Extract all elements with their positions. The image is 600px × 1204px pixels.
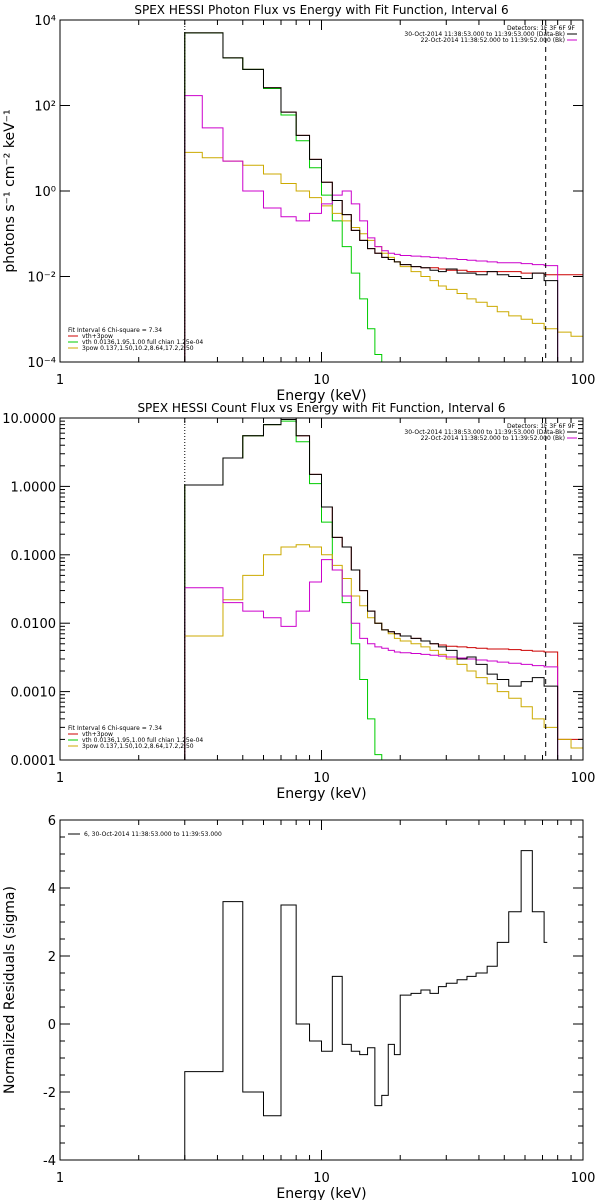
series-2-line	[184, 420, 383, 760]
y-axis-label: photons s⁻¹ cm⁻² keV⁻¹	[2, 109, 18, 272]
y-tick-label: -4	[43, 1154, 56, 1169]
legend-bottom-entry: 3pow 0.137,1.50,10.2,8.64,17.2,2.50	[82, 743, 194, 750]
x-tick-label: 10	[313, 1171, 330, 1186]
series-group	[184, 419, 583, 760]
series-1-line	[184, 850, 548, 1160]
legend-bottom-entry: 3pow 0.137,1.50,10.2,8.64,17.2,2.50	[82, 345, 194, 352]
y-tick-label: 0.0001	[11, 754, 57, 769]
chart-3: 1 10 100 -4 -2 0 2 4 6 Energy (keV) Normalized Res…	[2, 814, 596, 1202]
x-axis-label: Energy (keV)	[276, 786, 366, 802]
plot-frame	[59, 417, 584, 761]
y-tick-label: 4	[48, 882, 56, 897]
series-3-line	[184, 544, 583, 760]
series-group	[184, 850, 548, 1160]
x-tick-label: 10	[313, 373, 330, 388]
legend-detectors: Detectors: 1F 3F 6F 9F	[507, 423, 576, 430]
x-tick-label: 100	[571, 1171, 596, 1186]
plot-frame	[59, 819, 584, 1161]
series-5-line	[184, 32, 583, 362]
legend-bottom-entry: vth 0.0136,1.95,1.00 full chian 1.25e-04	[82, 737, 203, 744]
y-tick-label: 10.0000	[2, 412, 56, 427]
y-tick-label: 0.0010	[11, 686, 57, 701]
series-4-line	[184, 559, 583, 760]
chart-title: SPEX HESSI Photon Flux vs Energy with Fi…	[134, 3, 508, 17]
series-1-line	[184, 419, 583, 760]
legend-fit-info: Fit Interval 6 Chi-square = 7.34	[68, 327, 162, 334]
series-5-line	[184, 419, 583, 760]
x-axis-label: Energy (keV)	[276, 388, 366, 404]
x-tick-label: 10	[313, 771, 330, 786]
legend-fit-info: Fit Interval 6 Chi-square = 7.34	[68, 725, 162, 732]
x-tick-label: 1	[56, 1171, 64, 1186]
y-tick-label: 0	[48, 1018, 56, 1033]
series-4-line	[184, 95, 583, 362]
x-tick-label: 100	[571, 373, 596, 388]
y-tick-label: 10⁻²	[27, 271, 56, 286]
legend-top-entry: 30-Oct-2014 11:38:53.000 to 11:39:53.000…	[404, 429, 565, 436]
y-tick-label: 2	[48, 950, 56, 965]
x-tick-label: 1	[56, 771, 64, 786]
x-tick-label: 1	[56, 373, 64, 388]
x-tick-label: 100	[571, 771, 596, 786]
y-tick-label: 6	[48, 814, 56, 829]
y-tick-label: 0.0100	[11, 617, 57, 632]
legend-top-entry: 30-Oct-2014 11:38:53.000 to 11:39:53.000…	[404, 31, 565, 38]
legend-bottom-entry: vth+3pow	[82, 333, 113, 340]
chart-1: SPEX HESSI Photon Flux vs Energy with Fi…	[2, 3, 595, 404]
series-group	[184, 32, 583, 362]
series-1-line	[184, 32, 583, 362]
series-2-line	[184, 32, 383, 362]
y-tick-label: 10⁻⁴	[27, 356, 56, 371]
legend-top-entry: 6, 30-Oct-2014 11:38:53.000 to 11:39:53.…	[84, 831, 222, 838]
legend-detectors: Detectors: 1F 3F 6F 9F	[507, 25, 576, 32]
series-3-line	[184, 151, 583, 362]
y-tick-label: 0.1000	[11, 549, 57, 564]
y-tick-label: 1.0000	[11, 480, 57, 495]
y-tick-label: 10⁰	[34, 185, 56, 200]
legend-bottom-entry: vth 0.0136,1.95,1.00 full chian 1.25e-04	[82, 339, 203, 346]
y-axis-label: Normalized Residuals (sigma)	[2, 886, 18, 1094]
legend-top-entry: 22-Oct-2014 11:38:52.000 to 11:39:52.000…	[421, 37, 565, 44]
chart-title: SPEX HESSI Count Flux vs Energy with Fit…	[137, 401, 505, 415]
legend-top-entry: 22-Oct-2014 11:38:52.000 to 11:39:52.000…	[421, 435, 565, 442]
chart-2: SPEX HESSI Count Flux vs Energy with Fit…	[2, 401, 595, 802]
y-tick-label: 10⁴	[34, 14, 56, 29]
y-tick-label: 10²	[34, 100, 56, 115]
y-tick-label: -2	[43, 1086, 56, 1101]
x-axis-label: Energy (keV)	[276, 1186, 366, 1200]
legend-bottom-entry: vth+3pow	[82, 731, 113, 738]
